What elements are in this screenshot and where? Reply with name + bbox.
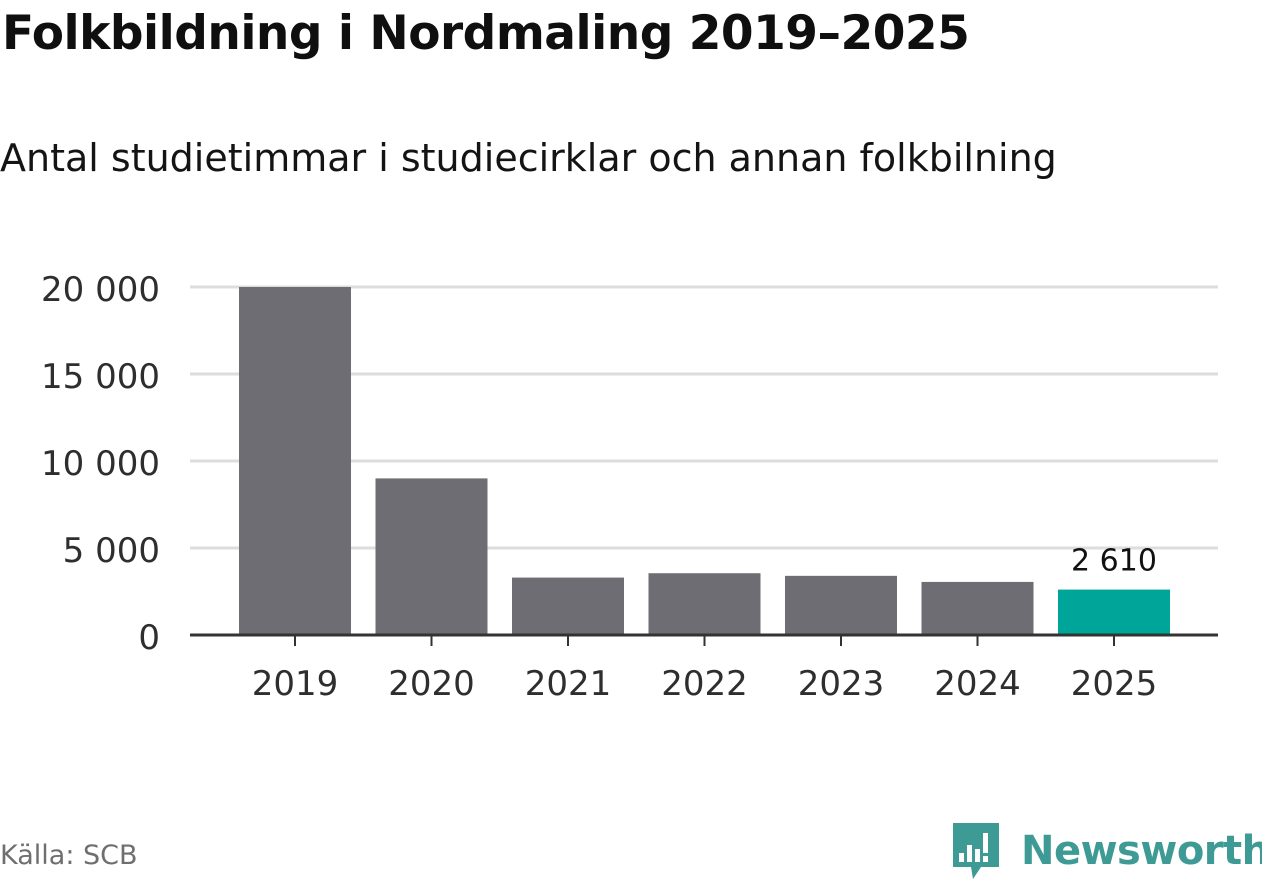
x-tick-label: 2024 [934,664,1021,704]
brand-logo: Newsworthy [951,820,1262,882]
y-tick-label: 15 000 [41,357,160,397]
x-tick-label: 2019 [252,664,339,704]
y-tick-label: 0 [138,618,160,658]
x-tick-label: 2023 [798,664,885,704]
bar [512,577,624,635]
bar [785,575,897,635]
x-tick-label: 2022 [661,664,748,704]
bar [239,287,351,635]
chart-title: Folkbildning i Nordmaling 2019–2025 [2,6,970,61]
y-tick-label: 10 000 [41,444,160,484]
bar [1058,589,1170,635]
bar [648,573,761,635]
data-label: 2 610 [1071,544,1157,579]
chart-subtitle: Antal studietimmar i studiecirklar och a… [0,136,1057,180]
x-tick-label: 2020 [388,664,475,704]
x-tick-label: 2021 [525,664,612,704]
bar [921,581,1034,635]
y-tick-label: 5 000 [63,531,160,571]
bar [375,478,488,635]
newsworthy-logo-icon [953,823,999,879]
y-tick-label: 20 000 [41,270,160,310]
x-tick-label: 2025 [1071,664,1158,704]
brand-name: Newsworthy [1021,828,1262,874]
source-label: Källa: SCB [0,840,138,871]
